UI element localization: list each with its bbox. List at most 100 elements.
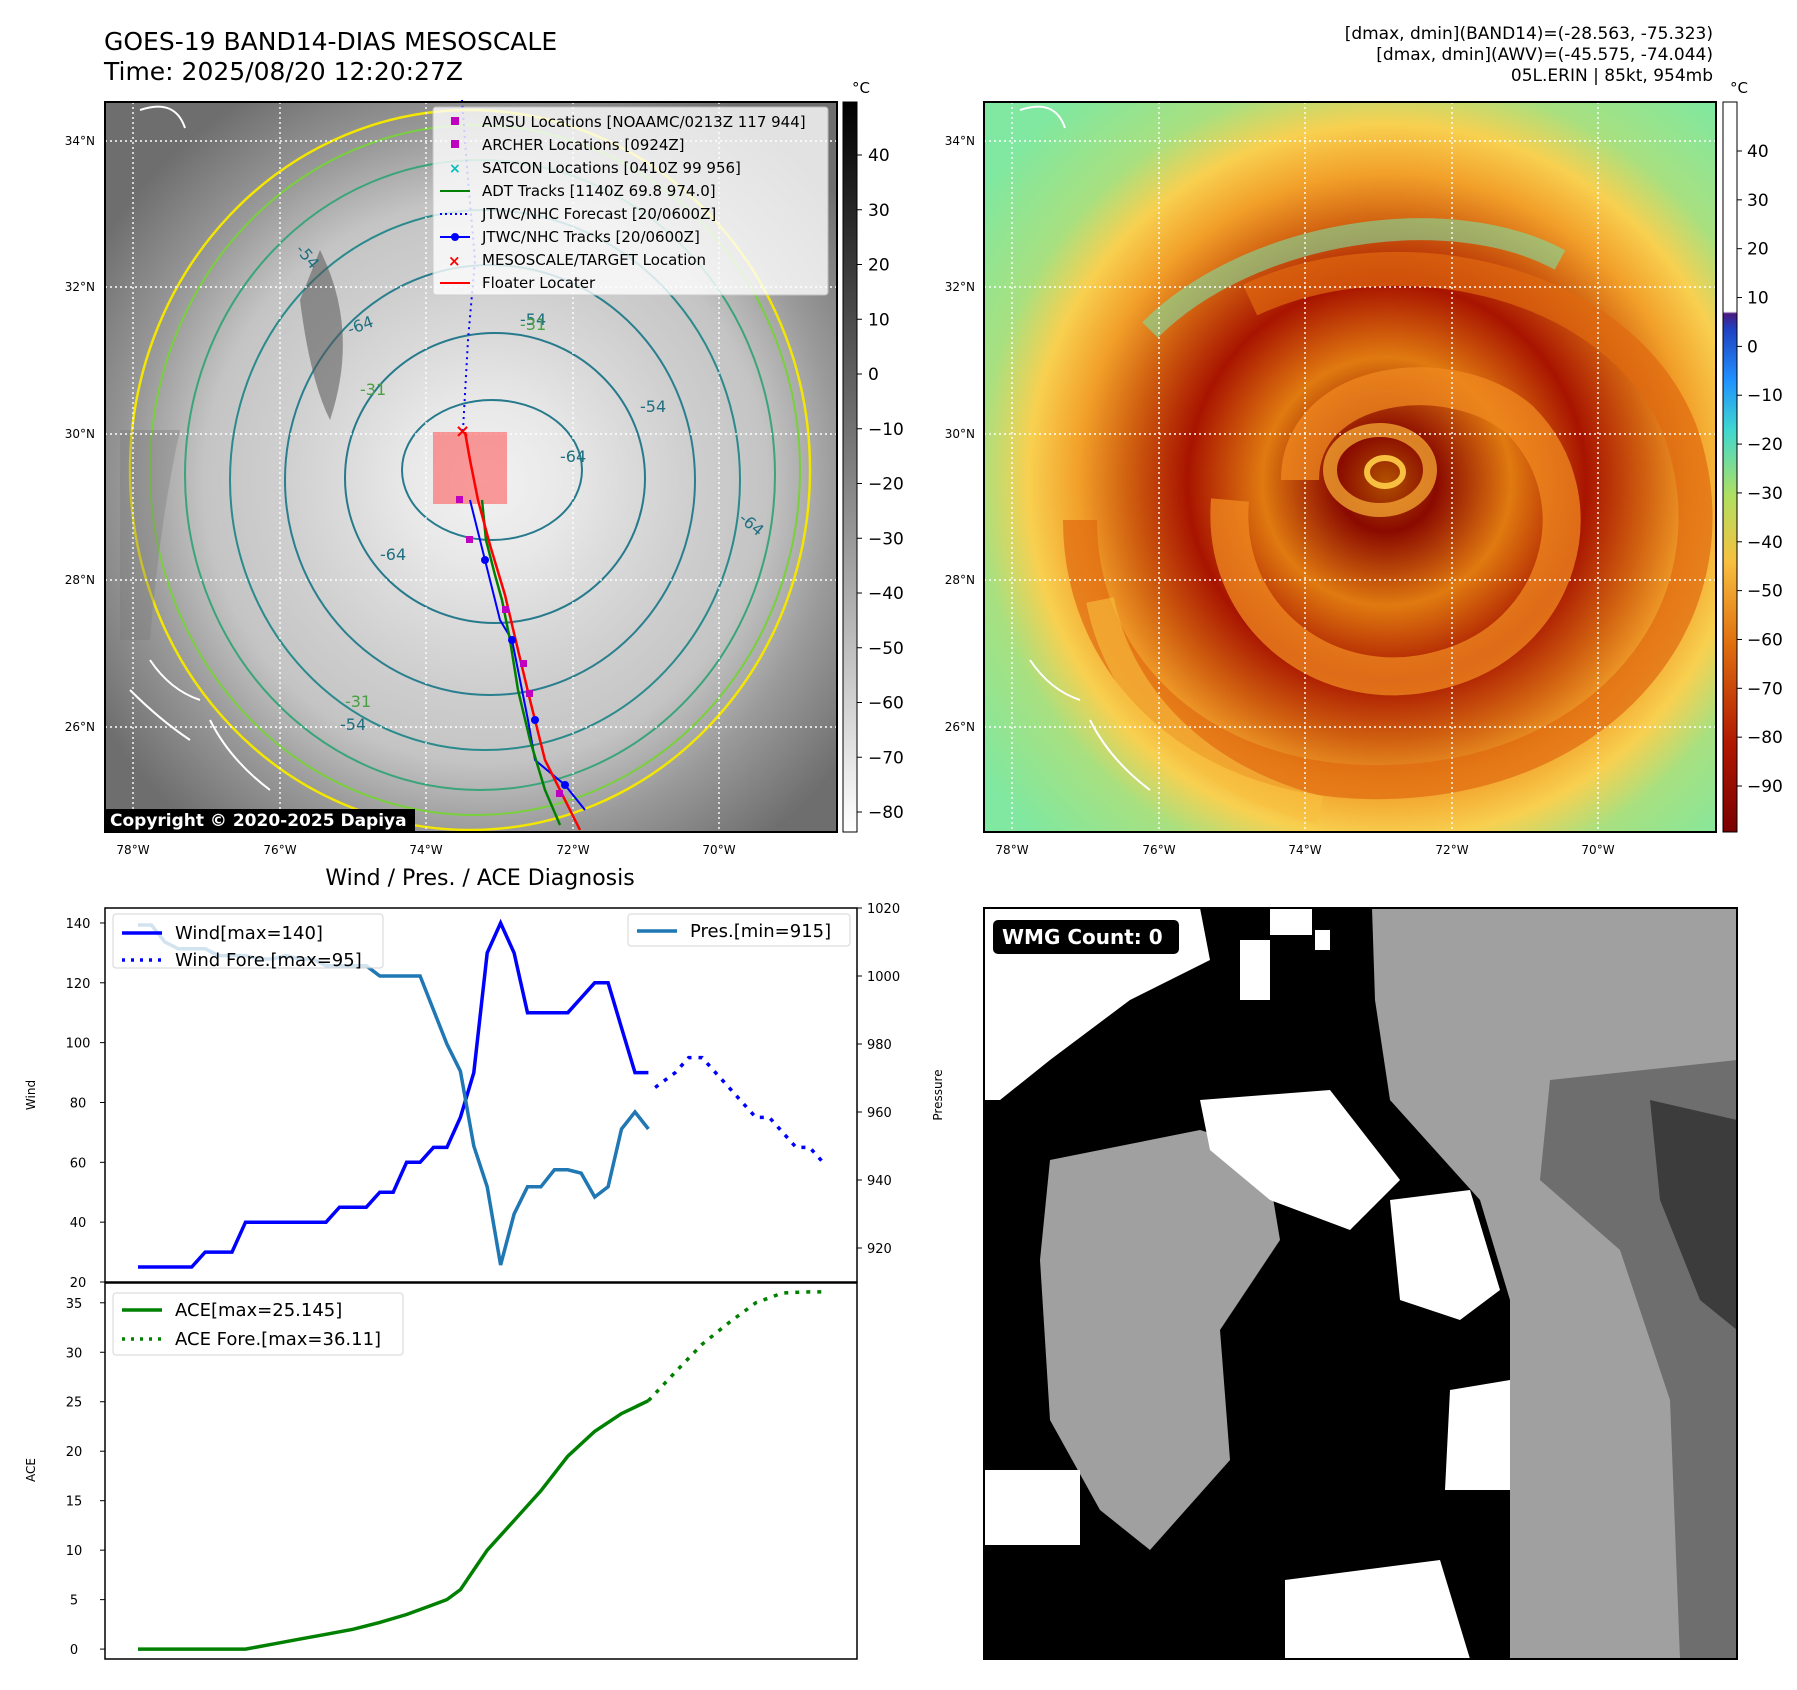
lon-label: 76°W: [263, 843, 296, 857]
colorbar-tick-label: −90: [1747, 777, 1783, 797]
colorbar-tick-label: 30: [868, 201, 890, 221]
lat-label: 26°N: [945, 720, 975, 734]
awv-coastline: [1019, 105, 1151, 791]
wmg-frame: [983, 907, 1738, 1660]
contour-label: -31: [360, 380, 386, 399]
pressure-legend: Pres.[min=915]: [627, 913, 851, 947]
pressure-axis-label: Pressure: [931, 1069, 945, 1120]
colorbar-tick-label: −60: [1747, 630, 1783, 650]
dry-slot: [300, 250, 343, 420]
wmg-white-patch: [1445, 1380, 1510, 1490]
contour-label: -54: [340, 715, 366, 734]
y-tick-label: 5: [70, 1594, 78, 1609]
colorbar-unit: °C: [1730, 79, 1748, 97]
series-line: [138, 918, 649, 1269]
contour-label: -54: [640, 397, 666, 416]
mesoscale-box: [433, 432, 507, 504]
colorbar-tick-label: −70: [868, 748, 904, 768]
contour-teal-4: [401, 399, 583, 541]
lon-label: 70°W: [1581, 843, 1614, 857]
lat-label: 28°N: [945, 573, 975, 587]
contour-teal-3: [344, 332, 646, 624]
ace-chart: 35 30 25 20 15 10 5 0 ACE ACE[max=25.145] ACE F…: [24, 1282, 858, 1660]
lat-label: 34°N: [945, 134, 975, 148]
color-colorbar-ticks: 40 30 20 10 0 −10 −20 −30 −40 −50 −60 −70 −80 −90: [1737, 142, 1783, 797]
copyright-bg: [105, 809, 415, 832]
legend-marker-satcon: ×: [449, 161, 461, 177]
chart-title: Wind / Pres. / ACE Diagnosis: [325, 866, 634, 891]
stats-band14: [dmax, dmin](BAND14)=(-28.563, -75.323): [1345, 24, 1713, 44]
legend-nhc: JTWC/NHC Tracks [20/0600Z]: [481, 228, 700, 246]
colorbar-tick-label: 0: [1747, 337, 1758, 357]
colorbar-tick-label: −80: [868, 803, 904, 823]
series-line: [138, 1399, 650, 1651]
colorbar-tick-label: −50: [868, 639, 904, 659]
legend-target: MESOSCALE/TARGET Location: [482, 251, 706, 269]
lat-label: 30°N: [65, 427, 95, 441]
colorbar-tick-label: −60: [868, 694, 904, 714]
legend-ace-fore: ACE Fore.[max=36.11]: [175, 1329, 381, 1350]
legend-amsu: AMSU Locations [NOAAMC/0213Z 117 944]: [482, 113, 806, 131]
wmg-gray-patch: [1040, 1130, 1280, 1550]
ace-y-ticks: 35 30 25 20 15 10 5 0: [66, 1297, 105, 1658]
wmg-white-patch: [1390, 1190, 1500, 1320]
contour-label: -31: [345, 692, 371, 711]
wmg-darkest-region: [1650, 1100, 1737, 1330]
y-tick-label: 40: [70, 1216, 87, 1231]
y-tick-label: 80: [70, 1096, 87, 1111]
colorbar-tick-label: −50: [1747, 582, 1783, 602]
pressure-y-ticks: 1020 1000 980 960 940 920: [857, 902, 900, 1257]
target-marker: ×: [455, 421, 470, 442]
lat-label: 34°N: [65, 134, 95, 148]
legend-adt: ADT Tracks [1140Z 69.8 974.0]: [482, 182, 716, 200]
lon-label: 76°W: [1142, 843, 1175, 857]
y-tick-label: 20: [66, 1445, 83, 1460]
y-tick-label: 60: [70, 1156, 87, 1171]
color-colorbar: °C 40 30 20 10 0 −10 −20 −30 −40 −50 −60 −70 −80 −90: [1722, 79, 1783, 833]
y-tick-label: 120: [66, 977, 91, 992]
wmg-white-patch: [984, 1470, 1080, 1545]
y-tick-label: 0: [70, 1643, 78, 1658]
ace-legend: ACE[max=25.145] ACE Fore.[max=36.11]: [112, 1292, 404, 1356]
figure-title: GOES-19 BAND14-DIAS MESOSCALE: [104, 27, 557, 56]
colorbar-tick-label: 40: [868, 146, 890, 166]
y-tick-label: 15: [66, 1495, 83, 1510]
wind-y-ticks: 140 120 100 80 60 40 20: [66, 917, 105, 1291]
wind-axis-label: Wind: [24, 1080, 38, 1110]
awv-bands: [1063, 218, 1713, 824]
contour-label: -64: [560, 447, 586, 466]
legend-marker-target: ×: [448, 252, 461, 270]
ir-lon-labels: 78°W 76°W 74°W 72°W 70°W: [116, 843, 735, 857]
map-legend: AMSU Locations [NOAAMC/0213Z 117 944] AR…: [432, 106, 829, 296]
y-tick-label: 140: [66, 917, 91, 932]
colorbar-tick-label: 10: [868, 310, 890, 330]
y-right-tick-label: 960: [867, 1106, 892, 1121]
ace-chart-marks: [138, 1290, 823, 1651]
legend-pressure: Pres.[min=915]: [690, 921, 831, 942]
nhc-track: [469, 499, 586, 811]
series-line: [647, 1290, 823, 1402]
wind-chart-frame: [104, 907, 858, 1283]
colorbar-unit: °C: [852, 79, 870, 97]
lon-label: 74°W: [409, 843, 442, 857]
gray-colorbar-ticks: 40 30 20 10 0 −10 −20 −30 −40 −50 −60 −70 −80: [857, 146, 904, 823]
legend-satcon: SATCON Locations [0410Z 99 956]: [482, 159, 741, 177]
nhc-track-points: [481, 556, 569, 789]
colorbar-tick-label: −30: [868, 529, 904, 549]
forecast-track: [461, 99, 477, 431]
wmg-label-bg: [993, 920, 1179, 954]
awv-lon-labels: 78°W 76°W 74°W 72°W 70°W: [995, 843, 1614, 857]
floater-track: [463, 431, 582, 831]
storm-info: 05L.ERIN | 85kt, 954mb: [1511, 66, 1713, 86]
awv-gridlines: [984, 102, 1716, 832]
legend-forecast: JTWC/NHC Forecast [20/0600Z]: [481, 205, 716, 223]
wmg-white-patch: [1240, 908, 1330, 1000]
lat-label: 30°N: [945, 427, 975, 441]
lon-label: 78°W: [116, 843, 149, 857]
color-colorbar-ramp: [1722, 101, 1738, 833]
y-tick-label: 20: [70, 1276, 87, 1291]
lat-label: 26°N: [65, 720, 95, 734]
contour-label: -31: [520, 315, 546, 334]
gray-colorbar-ramp: [842, 101, 858, 833]
colorbar-tick-label: −30: [1747, 484, 1783, 504]
